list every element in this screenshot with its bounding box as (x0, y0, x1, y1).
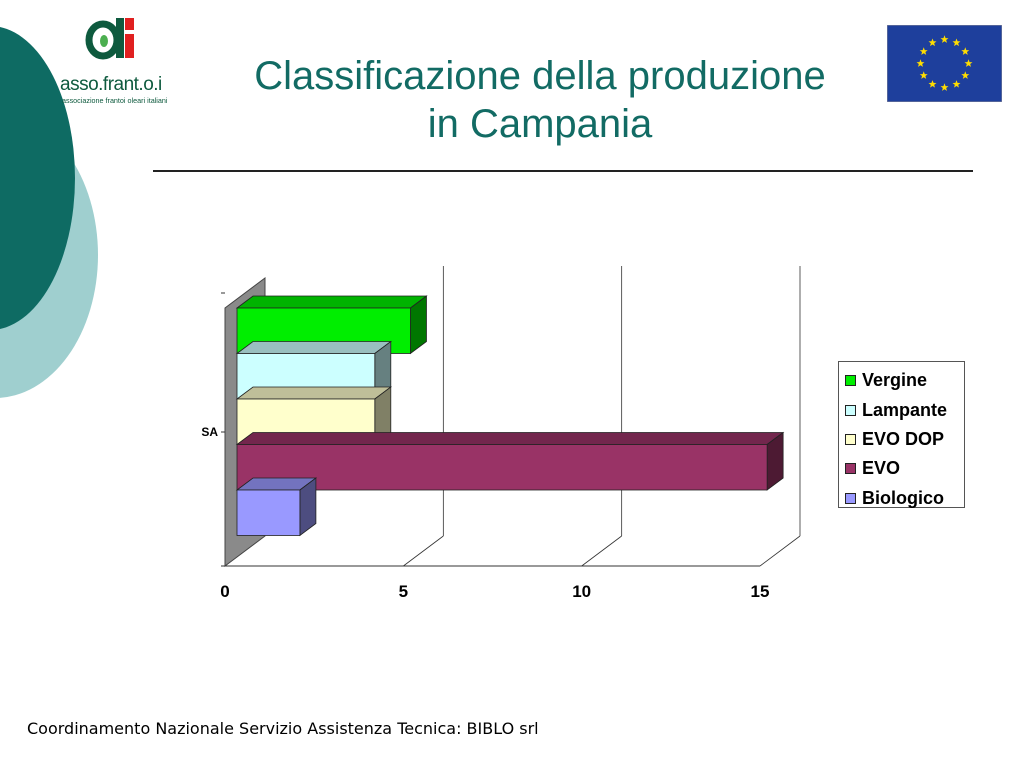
eu-star-icon (964, 59, 973, 67)
eu-star-icon (952, 38, 961, 47)
legend-swatch (845, 375, 856, 387)
eu-flag (887, 25, 1002, 102)
logo-mark (85, 18, 134, 60)
slide-decoration (0, 27, 98, 398)
eu-star-icon (952, 80, 961, 88)
gridline-floor (403, 535, 444, 567)
legend-item: Lampante (839, 395, 964, 424)
eu-star-icon (940, 35, 949, 43)
legend-label: Vergine (862, 370, 928, 391)
legend-item: EVO (839, 454, 964, 483)
asso-frantoi-logo: asso.frant.o.i associazione frantoi olea… (56, 14, 180, 110)
legend-swatch (845, 492, 856, 504)
legend-swatch (845, 463, 856, 475)
eu-star-icon (961, 71, 970, 79)
x-tick-label: 0 (220, 582, 229, 601)
slide-footer: Coordinamento Nazionale Servizio Assiste… (27, 719, 539, 738)
title-line-1: Classificazione della produzione (254, 54, 826, 98)
eu-star-icon (916, 59, 925, 67)
category-label: SA (201, 425, 218, 439)
bar-top (235, 341, 393, 354)
logo-tagline: associazione frantoi oleari italiani (62, 96, 168, 105)
slide-title: Classificazione della produzione in Camp… (195, 52, 885, 148)
legend-label: EVO DOP (862, 428, 945, 449)
legend-item: EVO DOP (839, 425, 964, 454)
bar-top (235, 432, 785, 445)
legend-swatch (845, 404, 856, 416)
eu-star-icon (928, 38, 937, 47)
title-line-2: in Campania (427, 102, 653, 146)
legend-label: Biologico (862, 487, 944, 508)
bar-chart: 0 5 10 15 SA (201, 266, 801, 601)
x-tick-label: 10 (572, 582, 591, 601)
x-tick-label: 5 (399, 582, 408, 601)
legend-item: Vergine (839, 366, 964, 395)
eu-star-icon (928, 80, 937, 88)
legend-label: Lampante (862, 399, 948, 420)
gridline-floor (581, 535, 622, 567)
gridline-floor (759, 535, 801, 567)
bar-top (235, 386, 393, 400)
chart-legend: Vergine Lampante EVO DOP EVO Biologico (838, 361, 965, 508)
bar-biologico (236, 489, 301, 536)
eu-star-icon (961, 47, 970, 55)
bar-evo (236, 444, 768, 491)
eu-star-icon (919, 71, 928, 79)
decor-dark-circle (0, 27, 75, 329)
legend-item: Biologico (839, 484, 964, 513)
eu-stars (916, 35, 973, 91)
logo-name: asso.frant.o.i (60, 74, 162, 95)
x-tick-label: 15 (751, 582, 770, 601)
title-divider (153, 170, 973, 172)
legend-label: EVO (862, 458, 901, 479)
eu-star-icon (940, 83, 949, 91)
eu-star-icon (919, 47, 928, 55)
bar-top (235, 295, 428, 309)
legend-swatch (845, 433, 856, 445)
